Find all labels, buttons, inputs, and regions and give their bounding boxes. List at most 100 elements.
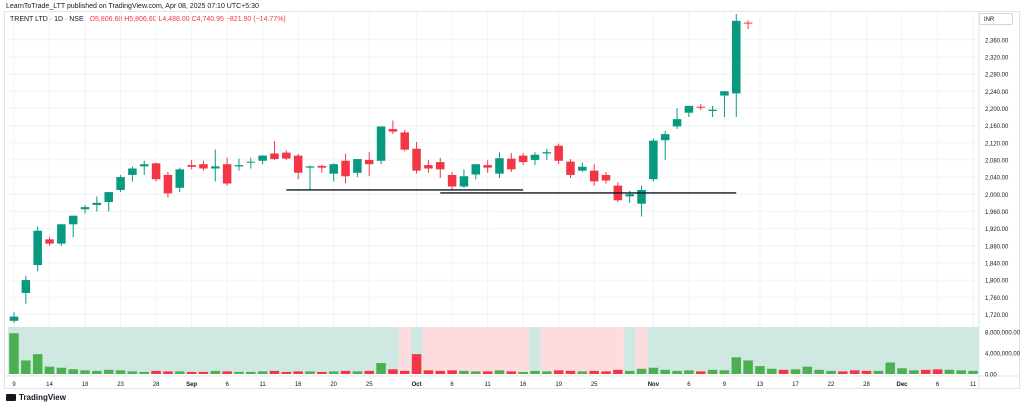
price-tick-label: 2,160.00 <box>985 124 1009 130</box>
candle-body <box>139 164 149 167</box>
volume-bar <box>648 367 659 374</box>
price-tick-label: 1,960.00 <box>985 210 1009 216</box>
candle-body <box>317 165 327 168</box>
volume-zone <box>8 327 399 374</box>
price-tick-label: 2,320.00 <box>985 55 1009 61</box>
price-tick-label: 2,000.00 <box>985 193 1009 199</box>
volume-bar <box>400 370 410 374</box>
candle-body <box>305 166 315 168</box>
candle-body <box>566 161 575 175</box>
time-tick-label: 19 <box>555 382 562 388</box>
volume-bar <box>151 370 161 374</box>
time-tick-label: 14 <box>46 382 53 388</box>
volume-bar <box>553 370 564 374</box>
volume-tick-label: 4,000,000.00 <box>985 352 1021 358</box>
time-tick-label: 16 <box>520 382 527 388</box>
volume-bar <box>56 367 67 374</box>
candle-body <box>672 119 682 127</box>
candle-body <box>400 132 409 150</box>
volume-bar <box>328 371 339 374</box>
volume-bar <box>518 371 528 374</box>
volume-bar <box>838 371 848 374</box>
volume-bar <box>80 370 90 374</box>
time-tick-label: Nov <box>648 382 660 388</box>
volume-bar <box>861 370 872 374</box>
volume-zone <box>529 327 541 374</box>
volume-bar <box>885 362 895 374</box>
candle-body <box>424 165 433 169</box>
time-tick-label: Dec <box>897 382 909 388</box>
price-tick-label: 1,840.00 <box>985 261 1009 267</box>
volume-bar <box>944 369 955 374</box>
volume-bar <box>672 370 682 374</box>
volume-bar <box>21 360 31 374</box>
volume-bar <box>542 371 552 374</box>
volume-bar <box>68 369 78 374</box>
candle-body <box>376 126 386 161</box>
time-tick-label: 13 <box>757 382 764 388</box>
volume-bar <box>234 371 244 374</box>
volume-bar <box>956 370 966 374</box>
candle-body <box>732 20 741 94</box>
candle-body <box>9 316 19 321</box>
volume-bar <box>482 371 493 374</box>
candle-body <box>412 148 421 171</box>
symbol-legend: TRENT LTD · 1D · NSE O5,806.60 H5,806.60… <box>10 16 286 23</box>
time-tick-label: 25 <box>591 382 598 388</box>
volume-bar <box>186 371 197 374</box>
candle-body <box>447 174 457 187</box>
volume-bar <box>613 369 623 374</box>
candle-body <box>530 154 540 160</box>
time-tick-label: 28 <box>863 382 870 388</box>
candle-body <box>708 109 717 111</box>
candle-body <box>625 194 634 197</box>
candle-body <box>234 165 244 167</box>
volume-tick-label: 8,000,000.00 <box>985 331 1021 337</box>
volume-bar <box>92 370 102 374</box>
chart-frame <box>4 11 1020 389</box>
candle-body <box>471 164 481 175</box>
candle-body <box>518 155 528 163</box>
volume-bar <box>849 370 860 374</box>
volume-bar <box>388 369 398 374</box>
candle-body <box>92 202 102 205</box>
volume-bar <box>447 370 457 374</box>
candle-body <box>151 163 161 180</box>
volume-bar <box>222 371 232 374</box>
time-tick-label: 20 <box>330 382 337 388</box>
candle-body <box>80 207 90 210</box>
candle-body <box>128 168 137 175</box>
candle-body <box>187 165 196 167</box>
volume-bar <box>565 370 576 374</box>
price-tick-label: 2,360.00 <box>985 38 1009 44</box>
candle-body <box>116 177 125 190</box>
volume-bar <box>968 370 978 374</box>
candle-body <box>483 165 492 168</box>
volume-bar <box>932 369 943 374</box>
candle-body <box>45 239 54 244</box>
volume-bar <box>755 366 765 374</box>
candle-body <box>684 105 694 113</box>
volume-bar <box>731 357 742 374</box>
volume-bar <box>719 370 730 374</box>
candle-body <box>175 169 185 188</box>
candle-body <box>364 159 374 165</box>
candle-body <box>554 145 563 161</box>
price-tick-label: 1,920.00 <box>985 227 1009 233</box>
time-tick-label: 6 <box>225 382 229 388</box>
time-tick-label: 17 <box>792 382 799 388</box>
time-tick-label: 11 <box>260 382 267 388</box>
time-tick-label: Sep <box>186 382 197 388</box>
volume-bar <box>317 371 327 374</box>
candle-body <box>163 174 173 194</box>
volume-bar <box>115 370 126 374</box>
volume-bar <box>589 370 599 374</box>
volume-bar <box>364 370 374 374</box>
candle-body <box>68 215 78 225</box>
volume-bar <box>269 370 280 374</box>
volume-bar <box>411 354 422 374</box>
time-tick-label: 25 <box>366 382 373 388</box>
volume-bar <box>210 370 221 374</box>
time-tick-label: 23 <box>117 382 124 388</box>
